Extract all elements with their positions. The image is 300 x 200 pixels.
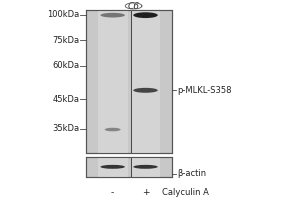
Bar	[86, 157, 172, 177]
Text: -: -	[111, 188, 114, 197]
Text: C6: C6	[128, 2, 140, 11]
Text: 60kDa: 60kDa	[52, 61, 79, 70]
Bar	[98, 157, 127, 177]
Ellipse shape	[133, 12, 158, 18]
Ellipse shape	[105, 128, 121, 131]
Text: β-actin: β-actin	[177, 169, 206, 178]
Text: 35kDa: 35kDa	[52, 124, 79, 133]
Ellipse shape	[100, 13, 125, 17]
Bar	[98, 10, 127, 153]
Bar	[86, 10, 172, 153]
Ellipse shape	[133, 88, 158, 93]
Bar	[130, 157, 160, 177]
Ellipse shape	[133, 165, 158, 169]
Text: 75kDa: 75kDa	[52, 36, 79, 45]
Bar	[130, 10, 160, 153]
Text: +: +	[142, 188, 149, 197]
Text: p-MLKL-S358: p-MLKL-S358	[177, 86, 232, 95]
Text: 100kDa: 100kDa	[47, 10, 79, 19]
Ellipse shape	[100, 165, 125, 169]
Text: 45kDa: 45kDa	[52, 95, 79, 104]
Text: Calyculin A: Calyculin A	[162, 188, 209, 197]
